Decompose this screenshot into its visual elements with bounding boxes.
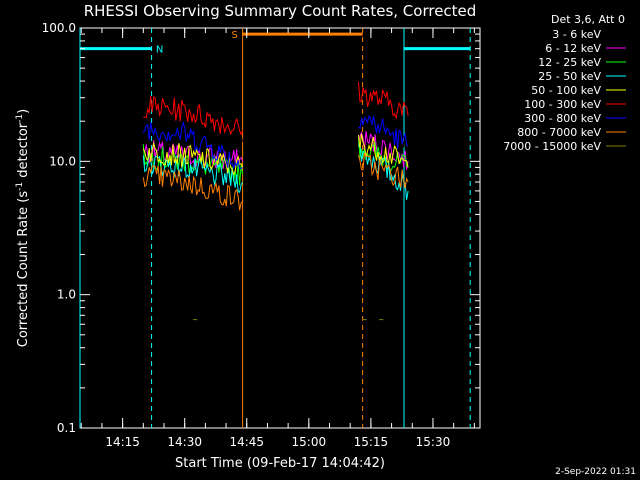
y-axis-label: Corrected Count Rate (s-1 detector-1) <box>15 109 31 347</box>
legend-entry: 300 - 800 keV <box>524 112 601 125</box>
annotation-label: S <box>231 30 237 41</box>
series-line <box>143 95 244 136</box>
series-lines <box>142 81 409 321</box>
series-line <box>142 151 244 193</box>
legend-entry: 100 - 300 keV <box>524 98 601 111</box>
x-tick-label: 14:15 <box>105 435 140 449</box>
series-line <box>358 133 409 168</box>
legend-header: Det 3,6, Att 0 <box>551 13 625 26</box>
legend-entry: 25 - 50 keV <box>538 70 601 83</box>
x-axis-ticks: 14:15 14:30 14:45 15:00 15:15 15:30 <box>80 28 475 449</box>
legend-entry: 3 - 6 keV <box>552 28 601 41</box>
legend-entry: 7000 - 15000 keV <box>503 140 601 153</box>
x-tick-label: 15:15 <box>354 435 389 449</box>
y-tick-label: 100.0 <box>42 21 76 35</box>
chart-title: RHESSI Observing Summary Count Rates, Co… <box>84 2 477 20</box>
series-line <box>358 131 409 170</box>
series-line <box>358 152 409 189</box>
plot-frame <box>79 27 481 429</box>
series-line <box>358 81 409 120</box>
series-line <box>142 121 243 170</box>
x-tick-label: 15:00 <box>292 435 327 449</box>
legend-entry: 6 - 12 keV <box>545 42 601 55</box>
x-axis-label: Start Time (09-Feb-17 14:04:42) <box>175 456 385 471</box>
y-axis-ticks: 0.1 1.0 10.0 100.0 <box>42 21 480 435</box>
annotations: NS <box>79 28 471 428</box>
legend-entry: 800 - 7000 keV <box>517 126 601 139</box>
timestamp: 2-Sep-2022 01:31 <box>555 467 636 477</box>
legend-entry: 50 - 100 keV <box>531 84 601 97</box>
legend-entry: 12 - 25 keV <box>538 56 601 69</box>
annotation-label: N <box>156 45 163 56</box>
y-tick-label: 10.0 <box>49 154 76 168</box>
series-line <box>142 165 243 211</box>
series-line <box>142 141 244 176</box>
y-tick-label: 0.1 <box>57 421 76 435</box>
x-tick-label: 15:30 <box>416 435 451 449</box>
x-tick-label: 14:30 <box>167 435 202 449</box>
x-tick-label: 14:45 <box>229 435 264 449</box>
series-line <box>142 122 244 152</box>
series-line <box>358 114 409 150</box>
series-line <box>358 142 409 200</box>
y-tick-label: 1.0 <box>57 288 76 302</box>
